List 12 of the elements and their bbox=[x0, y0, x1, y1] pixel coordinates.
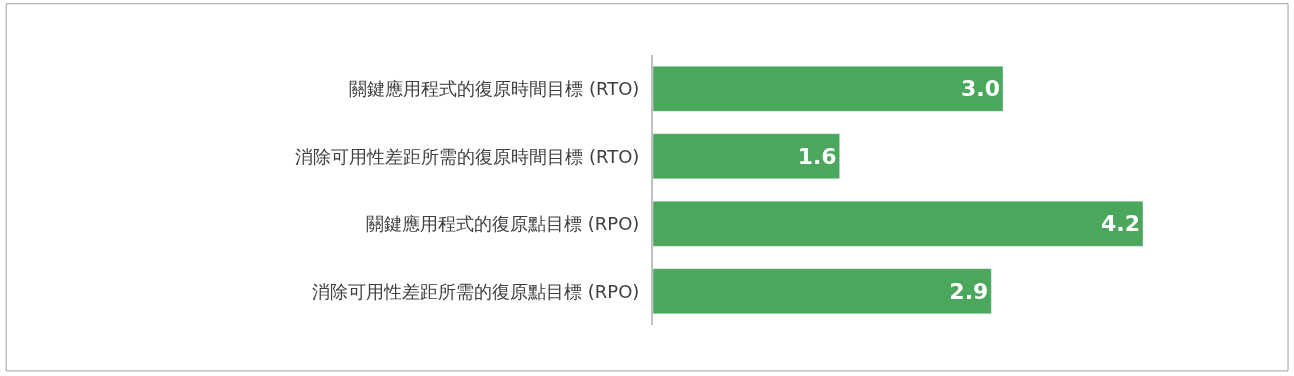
bar bbox=[653, 268, 992, 315]
bar bbox=[653, 200, 1143, 247]
bar bbox=[653, 133, 840, 180]
data-label: 1.6 bbox=[797, 143, 837, 169]
y-tick-label: 消除可用性差距所需的復原點目標 (RPO) bbox=[312, 280, 640, 302]
y-tick-label: 關鍵應用程式的復原時間目標 (RTO) bbox=[349, 78, 640, 100]
bar bbox=[653, 65, 1004, 112]
y-tick-label: 關鍵應用程式的復原點目標 (RPO) bbox=[366, 213, 640, 235]
data-label: 3.0 bbox=[961, 76, 1000, 102]
data-label: 4.2 bbox=[1101, 211, 1140, 237]
y-tick-label: 消除可用性差距所需的復原時間目標 (RTO) bbox=[295, 145, 640, 167]
data-label: 2.9 bbox=[949, 278, 989, 304]
